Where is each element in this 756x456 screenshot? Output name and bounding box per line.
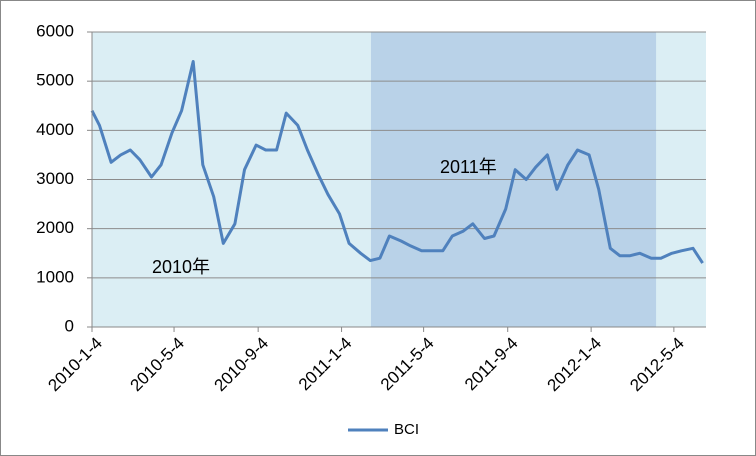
y-tick-label: 4000: [36, 120, 74, 139]
annotation: 2010年: [152, 257, 210, 277]
y-tick-label: 6000: [36, 21, 74, 40]
y-tick-label: 5000: [36, 71, 74, 90]
annotation: 2011年: [440, 157, 497, 177]
y-tick-label: 0: [65, 316, 74, 335]
data-line: [90, 60, 704, 264]
y-tick-label: 3000: [36, 169, 74, 188]
plot-area: [90, 31, 706, 328]
y-tick-label: 2000: [36, 218, 74, 237]
legend-label: BCI: [394, 421, 419, 438]
y-tick-label: 1000: [36, 267, 74, 286]
